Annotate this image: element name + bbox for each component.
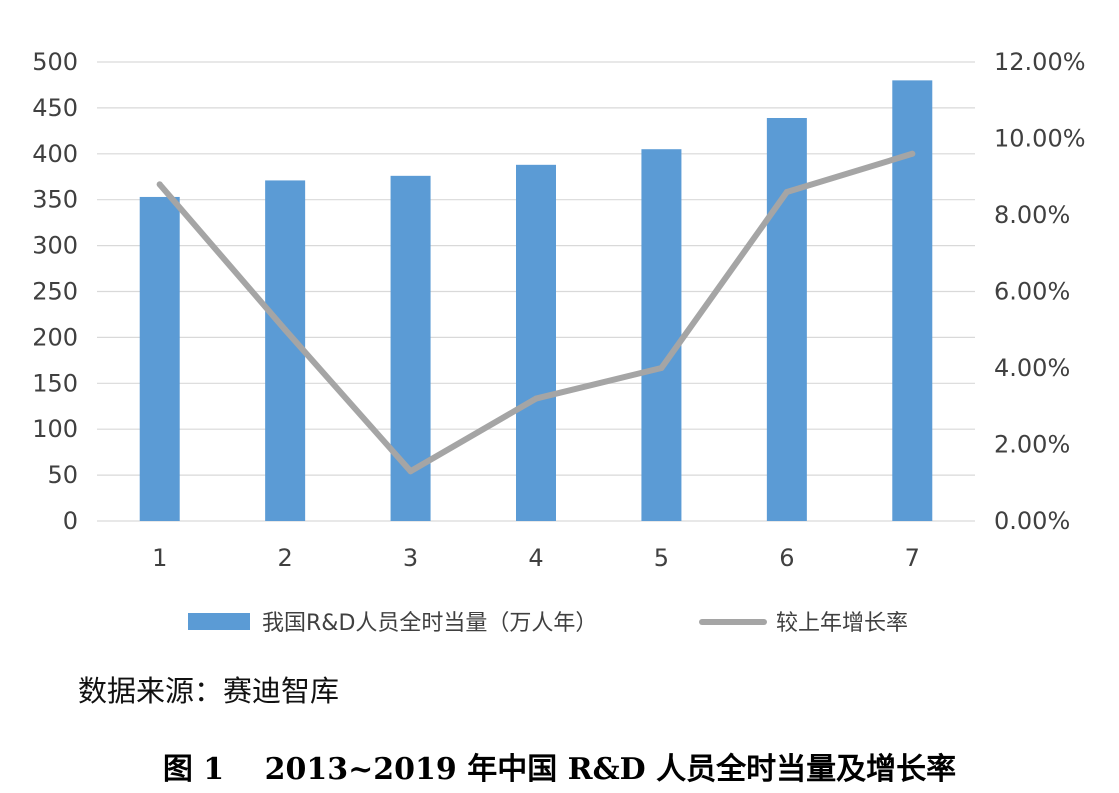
left-tick-label: 450 [32, 94, 78, 122]
right-tick-label: 12.00% [994, 48, 1086, 76]
right-tick-label: 0.00% [994, 507, 1070, 535]
x-tick-label: 3 [403, 544, 418, 572]
bar [892, 80, 933, 522]
line-point [783, 189, 790, 196]
line-point [156, 181, 163, 188]
right-tick-label: 2.00% [994, 431, 1070, 459]
left-tick-label: 250 [32, 278, 78, 306]
line-series [156, 150, 916, 475]
bar [139, 196, 180, 522]
x-tick-label: 2 [278, 544, 293, 572]
combo-chart: 0 50 100 150 200 250 300 350 400 450 500 0.00% 2.00… [32, 48, 1086, 636]
x-tick-label: 4 [528, 544, 543, 572]
figure-caption: 图 1 2013~2019 年中国 R&D 人员全时当量及增长率 [162, 752, 957, 787]
legend: 我国R&D人员全时当量（万人年） 较上年增长率 [188, 611, 908, 636]
left-tick-label: 100 [32, 415, 78, 443]
left-tick-label: 150 [32, 369, 78, 397]
right-axis: 0.00% 2.00% 4.00% 6.00% 8.00% 10.00% 12.00% [994, 48, 1086, 535]
right-tick-label: 6.00% [994, 278, 1070, 306]
left-axis: 0 50 100 150 200 250 300 350 400 450 500 [32, 48, 78, 535]
right-tick-label: 4.00% [994, 354, 1070, 382]
line-point [909, 150, 916, 157]
data-source-note: 数据来源：赛迪智库 [78, 674, 340, 708]
legend-bar-swatch [188, 613, 250, 630]
legend-bar-label: 我国R&D人员全时当量（万人年） [262, 611, 597, 636]
line-point [658, 365, 665, 371]
left-tick-label: 350 [32, 186, 78, 214]
left-tick-label: 300 [32, 232, 78, 260]
bar [265, 180, 306, 521]
bar-series [139, 80, 933, 522]
left-tick-label: 200 [32, 323, 78, 351]
legend-line-label: 较上年增长率 [776, 611, 908, 636]
x-tick-label: 1 [152, 544, 167, 572]
right-tick-label: 8.00% [994, 201, 1070, 229]
bar [766, 117, 807, 522]
line-point [533, 395, 539, 402]
left-tick-label: 0 [63, 507, 78, 535]
bar [516, 164, 556, 522]
line-point [282, 326, 289, 333]
left-tick-label: 400 [32, 140, 78, 168]
x-tick-label: 6 [779, 544, 794, 572]
x-tick-label: 7 [905, 544, 920, 572]
right-tick-label: 10.00% [994, 125, 1086, 153]
bar [641, 149, 682, 521]
left-tick-label: 500 [32, 48, 78, 76]
left-tick-label: 50 [47, 461, 78, 489]
line-point [407, 468, 414, 475]
x-axis: 1 2 3 4 5 6 7 [152, 544, 920, 572]
x-tick-label: 5 [654, 544, 669, 572]
